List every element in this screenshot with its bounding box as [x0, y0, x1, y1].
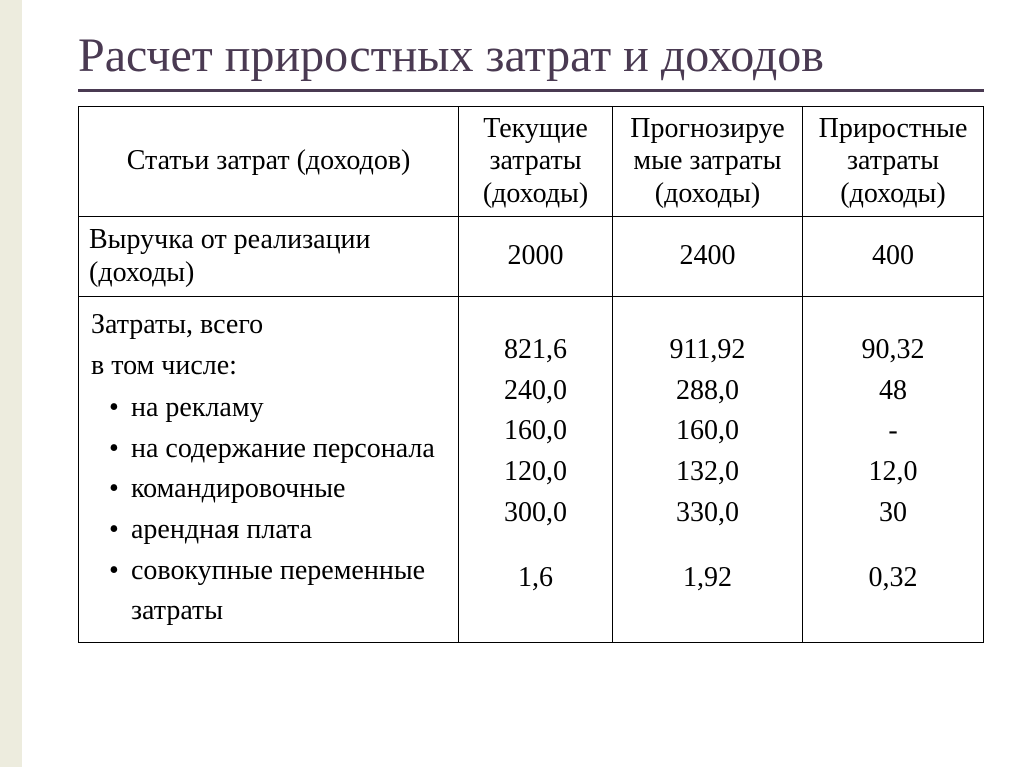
list-item: на содержание персонала — [109, 429, 448, 470]
list-item: командировочные — [109, 469, 448, 510]
col-header-forecast: Прогнозируе мые затраты (доходы) — [612, 107, 802, 217]
list-item: на рекламу — [109, 388, 448, 429]
col-header-items: Статьи затрат (доходов) — [79, 107, 459, 217]
slide-title: Расчет приростных затрат и доходов — [78, 28, 984, 92]
col-header-current: Текущие затраты (доходы) — [459, 107, 613, 217]
row-costs-forecast: 911,92 288,0 160,0 132,0 330,0 1,92 — [612, 296, 802, 642]
table-row: Выручка от реализации (доходы) 2000 2400… — [79, 216, 984, 296]
costs-table: Статьи затрат (доходов) Текущие затраты … — [78, 106, 984, 643]
row-revenue-incremental: 400 — [802, 216, 983, 296]
row-costs-label: Затраты, всего в том числе: на рекламу н… — [79, 296, 459, 642]
list-item: совокупные переменные затраты — [109, 551, 448, 632]
slide: Расчет приростных затрат и доходов Стать… — [0, 0, 1024, 767]
row-costs-incremental: 90,32 48 - 12,0 30 0,32 — [802, 296, 983, 642]
row-revenue-forecast: 2400 — [612, 216, 802, 296]
row-revenue-current: 2000 — [459, 216, 613, 296]
row-revenue-label: Выручка от реализации (доходы) — [79, 216, 459, 296]
costs-item-list: на рекламу на содержание персонала коман… — [91, 388, 448, 632]
table-row: Затраты, всего в том числе: на рекламу н… — [79, 296, 984, 642]
col-header-incremental: Приростные затраты (доходы) — [802, 107, 983, 217]
row-costs-current: 821,6 240,0 160,0 120,0 300,0 1,6 — [459, 296, 613, 642]
table-header-row: Статьи затрат (доходов) Текущие затраты … — [79, 107, 984, 217]
list-item: арендная плата — [109, 510, 448, 551]
